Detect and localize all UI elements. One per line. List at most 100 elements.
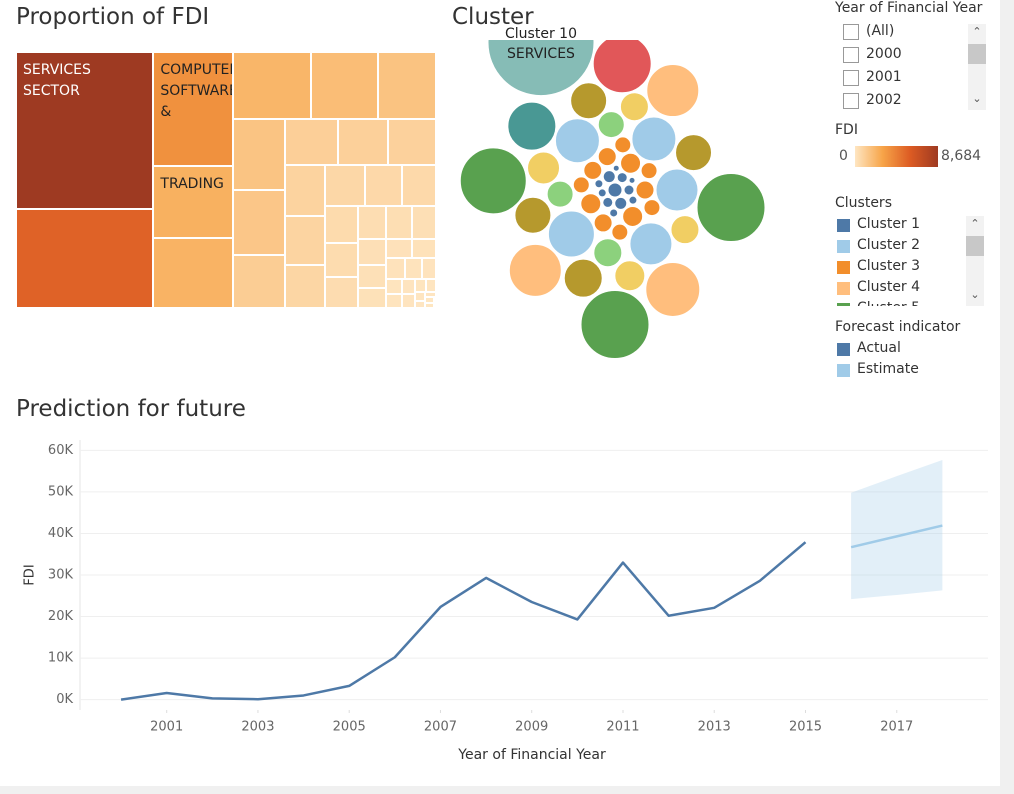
y-tick-label: 60K: [48, 443, 74, 458]
treemap-cell: [232, 118, 285, 190]
treemap-cell: [284, 118, 338, 166]
bubble: [620, 152, 642, 174]
bubble: [459, 147, 527, 215]
treemap-cell: [425, 297, 434, 304]
bubble: [643, 199, 661, 217]
cell-label: SERVICES SECTOR: [23, 62, 91, 99]
treemap-cell: [425, 303, 434, 308]
line-chart: 0K 10K 20K 30K 40K 50K 60K 2001 2003 2005 2007 2009…: [23, 440, 988, 763]
treemap-cell: [402, 294, 415, 308]
treemap-cell: [324, 276, 359, 308]
legend-swatch: [837, 240, 850, 253]
scroll-down[interactable]: ⌄: [970, 288, 980, 301]
bubble: [675, 134, 713, 172]
bubble: [554, 118, 600, 164]
scroll-up[interactable]: ⌃: [972, 25, 982, 38]
bubble: [593, 238, 623, 268]
x-tick-label: 2007: [424, 720, 457, 735]
y-tick-label: 10K: [48, 651, 74, 666]
checkbox[interactable]: [843, 24, 859, 40]
checkbox[interactable]: [843, 70, 859, 86]
scroll-down[interactable]: ⌄: [972, 92, 982, 105]
treemap-cell: [284, 216, 325, 265]
scrollbar[interactable]: ⌃ ⌄: [968, 24, 986, 110]
bubble: [623, 184, 635, 196]
treemap-cell: [324, 242, 359, 277]
filter-title: Year of Financial Year: [835, 0, 983, 16]
bubble: [580, 290, 650, 360]
bubble: [580, 193, 602, 215]
bubble: [592, 40, 652, 94]
filter-option: 2001: [866, 69, 902, 85]
treemap: SERVICES SECTOR COMPUTER SOFTWARE & TRADIN…: [16, 52, 436, 308]
x-tick-label: 2011: [606, 720, 639, 735]
chart-title: Prediction for future: [16, 396, 246, 422]
bubble: [602, 196, 614, 208]
bubble: [563, 258, 603, 298]
checkbox[interactable]: [843, 93, 859, 109]
treemap-cell: [412, 205, 436, 239]
scroll-thumb[interactable]: [966, 236, 984, 256]
treemap-cell: [414, 300, 426, 308]
scroll-up[interactable]: ⌃: [970, 217, 980, 230]
treemap-cell: [364, 165, 402, 206]
scroll-thumb[interactable]: [968, 44, 986, 64]
scrollbar[interactable]: ⌃ ⌄: [966, 216, 984, 306]
bubble: [609, 208, 619, 218]
series-line: [120, 541, 807, 701]
legend-swatch: [837, 219, 850, 232]
treemap-cell: [386, 238, 413, 258]
treemap-cell: [284, 264, 325, 308]
treemap-cell: [358, 238, 387, 265]
bubble: [594, 179, 604, 189]
bubble: [572, 176, 590, 194]
bubble: [507, 101, 557, 151]
bubble: [546, 180, 574, 208]
legend-label: Cluster 4: [857, 279, 921, 295]
treemap-cell: COMPUTER SOFTWARE &: [153, 52, 233, 167]
cell-label: COMPUTER SOFTWARE &: [160, 62, 233, 120]
legend-label: Actual: [857, 340, 901, 356]
x-tick-label: 2013: [698, 720, 731, 735]
cluster-legend: Cluster 1 Cluster 2 Cluster 3 Cluster 4 Clus…: [835, 216, 965, 306]
forecast-legend: Actual Estimate: [835, 340, 985, 384]
checkbox[interactable]: [843, 47, 859, 63]
y-tick-label: 30K: [48, 568, 74, 583]
treemap-cell: [426, 278, 436, 292]
chart-title: Proportion of FDI: [16, 4, 210, 30]
bubble: [629, 222, 673, 266]
treemap-cell: [386, 205, 413, 239]
bubble: [597, 147, 617, 167]
bubble: [611, 223, 629, 241]
edge-strip: [0, 786, 1014, 794]
bubble: [696, 173, 766, 243]
bubble: [570, 82, 608, 120]
legend-title: Forecast indicator: [835, 319, 961, 335]
series-line: [850, 524, 943, 549]
bubble: [616, 172, 628, 184]
treemap-cell: [232, 52, 312, 119]
treemap-cell: [358, 264, 387, 288]
x-tick-label: 2001: [150, 720, 183, 735]
x-tick-label: 2017: [880, 720, 913, 735]
legend-label: Cluster 3: [857, 258, 921, 274]
treemap-cell: [402, 278, 415, 295]
treemap-cell: [414, 278, 427, 292]
treemap-cell: [386, 278, 403, 295]
chart-title: Cluster: [452, 4, 534, 30]
treemap-cell: [324, 165, 365, 206]
bubble: [628, 195, 638, 205]
bubble: [607, 182, 623, 198]
bubble: [614, 260, 646, 292]
legend-label: Estimate: [857, 361, 919, 377]
treemap-cell: [324, 205, 359, 243]
bubble: [631, 116, 677, 162]
bubble: [593, 213, 613, 233]
bubble: [614, 136, 632, 154]
bubble: [646, 64, 700, 118]
bubble: [547, 210, 595, 258]
treemap-cell: [388, 118, 436, 166]
bubble: [622, 205, 644, 227]
treemap-cell: [311, 52, 379, 119]
x-tick-label: 2015: [789, 720, 822, 735]
